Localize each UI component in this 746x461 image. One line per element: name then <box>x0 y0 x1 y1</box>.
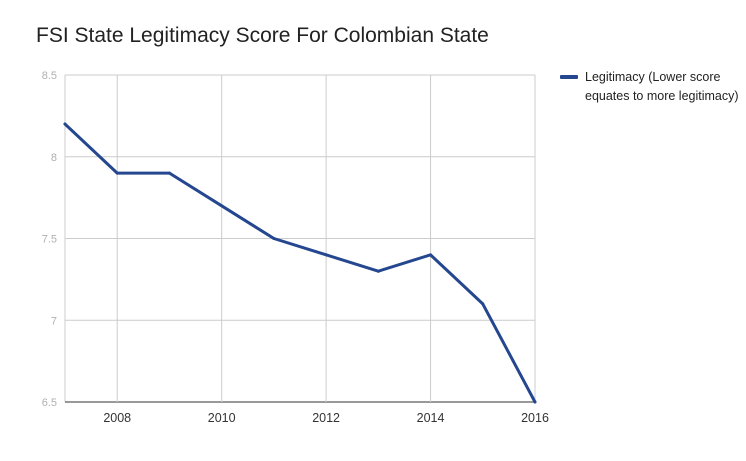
chart-title: FSI State Legitimacy Score For Colombian… <box>36 24 489 47</box>
axis-labels: 6.5 7 7.5 8 8.5 2008 2010 2012 2014 2016 <box>42 70 549 425</box>
x-tick-label: 2010 <box>208 411 236 425</box>
legend: Legitimacy (Lower score equates to more … <box>560 68 746 106</box>
y-tick-label: 8 <box>51 152 57 164</box>
data-point <box>272 237 276 240</box>
data-point <box>167 171 171 175</box>
y-tick-label: 7.5 <box>42 234 57 246</box>
y-tick-label: 7 <box>51 315 57 327</box>
legend-label: Legitimacy (Lower score equates to more … <box>585 70 739 103</box>
y-tick-label: 8.5 <box>42 70 57 82</box>
data-point <box>481 302 485 306</box>
series-line <box>63 122 537 404</box>
series-layer <box>63 122 537 404</box>
x-tick-label: 2014 <box>417 411 445 425</box>
data-point <box>376 269 380 273</box>
data-point <box>63 122 67 126</box>
legend-item: Legitimacy (Lower score equates to more … <box>560 68 746 106</box>
data-point <box>324 253 328 257</box>
gridlines <box>64 74 536 403</box>
data-point <box>429 253 433 257</box>
y-tick-label: 6.5 <box>42 397 57 409</box>
x-tick-label: 2012 <box>312 411 340 425</box>
x-tick-label: 2016 <box>521 411 549 425</box>
data-point <box>220 204 224 208</box>
legend-swatch <box>560 75 578 79</box>
data-point <box>115 171 119 175</box>
x-tick-label: 2008 <box>103 411 131 425</box>
data-point <box>533 400 537 404</box>
